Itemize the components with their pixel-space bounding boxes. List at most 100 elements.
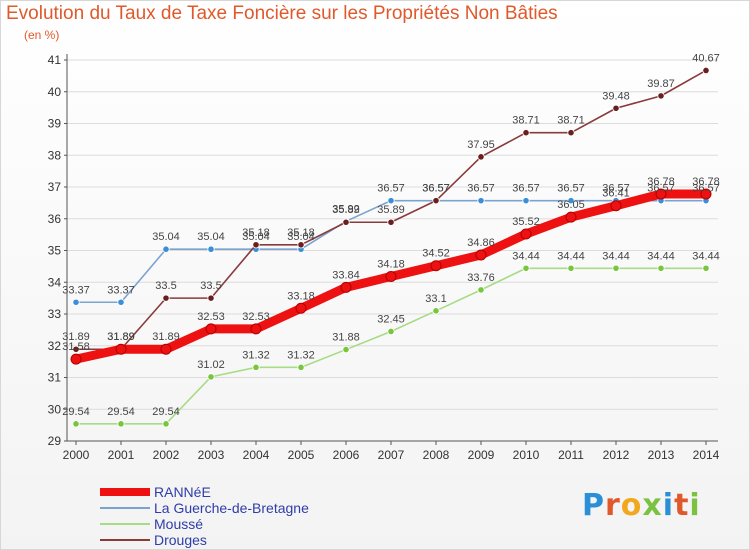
- legend-swatch: [100, 488, 150, 496]
- y-tick-label: 29: [48, 434, 62, 448]
- data-point: [702, 264, 710, 272]
- data-point: [115, 343, 127, 355]
- data-point: [610, 200, 622, 212]
- data-label: 33.37: [107, 284, 135, 296]
- x-tick-label: 2004: [243, 448, 270, 462]
- data-point: [70, 353, 82, 365]
- legend-swatch: [100, 507, 150, 509]
- data-label: 36.57: [692, 183, 720, 195]
- data-label: 36.57: [422, 183, 450, 195]
- data-point: [72, 420, 80, 428]
- data-label: 35.52: [512, 216, 540, 228]
- data-point: [207, 294, 215, 302]
- data-label: 34.44: [557, 250, 585, 262]
- data-label: 36.57: [647, 183, 675, 195]
- data-point: [477, 197, 485, 205]
- data-point: [522, 129, 530, 137]
- data-point: [252, 241, 260, 249]
- x-tick-label: 2008: [423, 448, 450, 462]
- data-label: 31.58: [62, 341, 90, 353]
- y-tick-label: 37: [48, 180, 62, 194]
- data-point: [432, 197, 440, 205]
- x-tick-label: 2001: [108, 448, 135, 462]
- data-point: [340, 281, 352, 293]
- data-label: 31.89: [107, 331, 135, 343]
- data-point: [72, 345, 80, 353]
- data-label: 36.57: [557, 183, 585, 195]
- data-point: [477, 153, 485, 161]
- x-tick-label: 2009: [468, 448, 495, 462]
- data-label: 36.57: [422, 183, 450, 195]
- data-label: 33.5: [200, 280, 221, 292]
- x-tick-label: 2000: [63, 448, 90, 462]
- data-point: [297, 241, 305, 249]
- brand-letter: r: [605, 488, 621, 523]
- data-label: 38.71: [512, 115, 540, 127]
- data-point: [342, 345, 350, 354]
- data-point: [162, 420, 170, 428]
- y-tick-label: 30: [48, 402, 62, 416]
- data-point: [207, 373, 215, 381]
- data-label: 36.78: [647, 176, 675, 188]
- data-point: [385, 271, 397, 283]
- data-point: [565, 211, 577, 223]
- axes: 29 30 31 32 33 34 35 36 37 38 39 40 41 2000 2001 2002 20…: [48, 53, 720, 462]
- data-label: 35.04: [287, 231, 315, 243]
- data-label: 34.18: [377, 259, 405, 271]
- data-label: 33.37: [62, 284, 90, 296]
- series-group: [70, 66, 712, 428]
- data-label: 38.71: [557, 115, 585, 127]
- y-tick-label: 34: [48, 275, 62, 289]
- legend-label: RANNéE: [154, 484, 211, 500]
- legend-swatch: [100, 539, 150, 541]
- legend-label: Moussé: [154, 516, 204, 532]
- y-tick-label: 41: [48, 53, 62, 67]
- data-point: [205, 323, 217, 335]
- x-tick-label: 2012: [603, 448, 630, 462]
- data-point: [297, 363, 305, 371]
- grid: [67, 59, 718, 442]
- data-label: 31.89: [107, 331, 135, 343]
- brand-letter: o: [620, 488, 643, 523]
- data-point: [477, 286, 485, 294]
- brand-letter: P: [582, 488, 605, 523]
- data-point: [522, 264, 530, 272]
- data-point: [250, 323, 262, 335]
- x-tick-label: 2003: [198, 448, 225, 462]
- data-label: 35.18: [242, 227, 270, 239]
- data-point: [567, 197, 575, 205]
- data-label: 36.78: [692, 176, 720, 188]
- chart-title: Evolution du Taux de Taxe Foncière sur l…: [6, 3, 558, 24]
- data-point: [162, 294, 170, 302]
- data-point: [252, 363, 260, 371]
- data-label: 40.67: [692, 52, 720, 64]
- data-label: 35.04: [197, 231, 225, 243]
- x-tick-label: 2013: [648, 448, 675, 462]
- data-label: 35.92: [332, 203, 360, 215]
- x-tick-label: 2010: [513, 448, 540, 462]
- data-point: [342, 218, 350, 226]
- data-point: [162, 245, 170, 253]
- data-label: 32.45: [377, 313, 405, 325]
- data-label: 31.02: [197, 359, 225, 371]
- data-label: 35.89: [332, 204, 360, 216]
- data-point: [700, 188, 712, 200]
- legend-label: Drouges: [154, 532, 207, 548]
- data-label: 31.32: [287, 349, 315, 361]
- y-tick-label: 38: [48, 148, 62, 162]
- data-label: 32.53: [197, 311, 225, 323]
- legend-swatch: [100, 523, 150, 525]
- data-label: 39.87: [647, 78, 675, 90]
- brand-letter: i: [662, 488, 675, 523]
- data-label: 37.95: [467, 139, 495, 151]
- x-tick-label: 2005: [288, 448, 315, 462]
- data-point: [207, 245, 215, 253]
- data-label: 34.44: [647, 250, 675, 262]
- data-label: 31.32: [242, 349, 270, 361]
- data-label: 35.04: [152, 231, 180, 243]
- data-point: [430, 260, 442, 272]
- data-label: 29.54: [107, 406, 135, 418]
- data-point: [567, 129, 575, 137]
- data-point: [612, 104, 620, 112]
